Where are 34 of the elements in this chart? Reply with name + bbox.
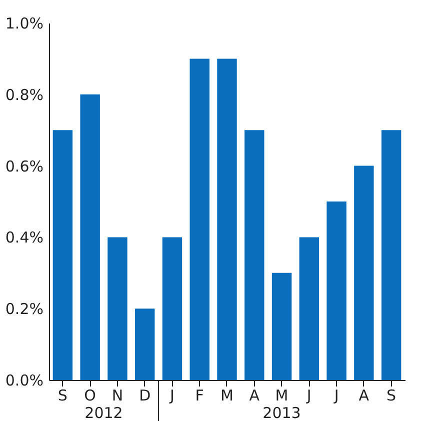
bar — [52, 130, 73, 380]
x-tick-label: S — [58, 386, 68, 404]
x-tick-label: M — [275, 386, 288, 404]
bar — [217, 58, 237, 380]
bar — [244, 130, 264, 380]
x-tick-label: N — [112, 386, 124, 404]
text: 2012 — [84, 404, 123, 421]
y-tick-label: 0.2% — [5, 300, 44, 318]
bar — [299, 237, 320, 380]
y-tick-label: 0.6% — [5, 157, 44, 176]
text: 2013 — [262, 404, 301, 421]
bar — [190, 58, 210, 380]
y-tick-label: 0.8% — [5, 86, 44, 104]
bar — [108, 237, 128, 380]
x-tick-label: S — [386, 386, 396, 404]
bar — [326, 202, 346, 380]
x-tick-label: A — [249, 386, 260, 404]
bar — [354, 166, 374, 380]
x-tick-label: J — [333, 386, 339, 404]
bar — [134, 308, 155, 380]
y-tick-label: 1.0% — [5, 14, 44, 32]
x-tick-label: J — [306, 386, 312, 404]
y-tick-label: 0.4% — [5, 228, 44, 247]
bar — [162, 237, 182, 380]
x-tick-label: F — [195, 386, 204, 404]
x-tick-label: A — [358, 386, 370, 404]
x-tick-label: D — [139, 386, 151, 404]
x-tick-label: J — [169, 386, 174, 404]
bar — [80, 94, 100, 380]
bar — [272, 272, 292, 380]
x-tick-label: O — [84, 386, 96, 404]
x-tick-label: M — [220, 386, 234, 404]
bar — [381, 130, 402, 380]
y-tick-label: 0.0% — [5, 372, 44, 390]
